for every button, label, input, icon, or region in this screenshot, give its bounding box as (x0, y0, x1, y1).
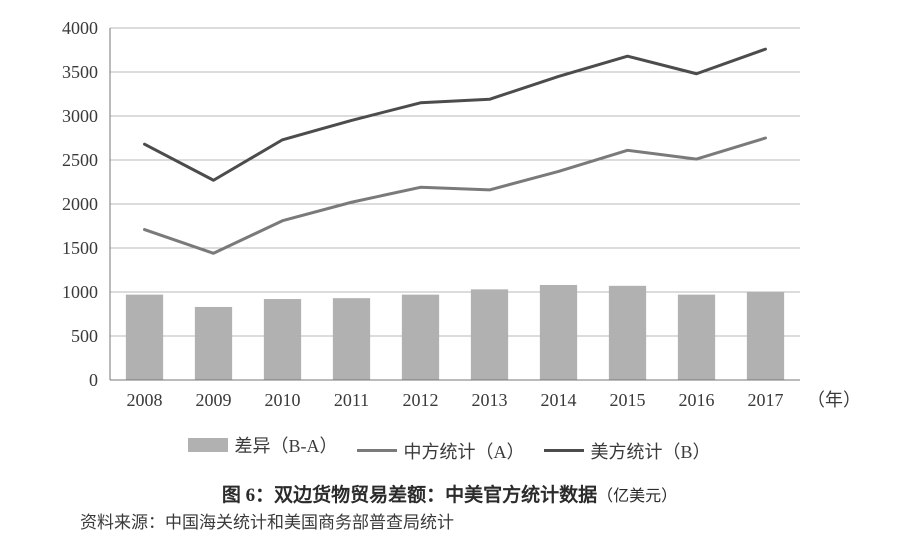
legend-swatch-line-icon (357, 449, 397, 452)
svg-text:2000: 2000 (62, 194, 98, 214)
bar (402, 295, 439, 380)
caption-unit: （亿美元） (597, 488, 677, 505)
bar (609, 286, 646, 380)
chart-container: 0 500 1000 1500 2000 2500 3000 3500 4000 2008 2009… (0, 0, 899, 544)
bar (195, 307, 232, 380)
legend-item: 中方统计（A） (357, 438, 524, 464)
svg-text:2017: 2017 (748, 390, 784, 410)
bar (471, 289, 508, 380)
bar (540, 285, 577, 380)
svg-text:2009: 2009 (196, 390, 232, 410)
series-line (145, 138, 766, 253)
svg-text:3000: 3000 (62, 106, 98, 126)
svg-text:2014: 2014 (541, 390, 577, 410)
caption-bold: 图 6：双边货物贸易差额：中美官方统计数据 (222, 485, 597, 506)
legend: 差异（B-A） 中方统计（A） 美方统计（B） (0, 432, 899, 464)
svg-text:2008: 2008 (127, 390, 163, 410)
svg-text:2012: 2012 (403, 390, 439, 410)
svg-text:2011: 2011 (334, 390, 369, 410)
bar (747, 292, 784, 380)
legend-item: 差异（B-A） (188, 432, 337, 458)
series-line (145, 49, 766, 180)
legend-label: 美方统计（B） (590, 438, 710, 464)
svg-text:0: 0 (89, 370, 98, 390)
figure-caption: 图 6：双边货物贸易差额：中美官方统计数据（亿美元） (0, 480, 899, 507)
svg-text:2010: 2010 (265, 390, 301, 410)
bar (264, 299, 301, 380)
svg-text:500: 500 (71, 326, 98, 346)
svg-text:2016: 2016 (679, 390, 715, 410)
svg-text:2500: 2500 (62, 150, 98, 170)
svg-text:4000: 4000 (62, 18, 98, 38)
svg-text:（年）: （年） (807, 390, 861, 410)
bar (678, 295, 715, 380)
legend-swatch-bar-icon (188, 438, 228, 452)
combo-chart: 0 500 1000 1500 2000 2500 3000 3500 4000 2008 2009… (0, 0, 899, 428)
legend-label: 差异（B-A） (234, 432, 337, 458)
svg-text:1000: 1000 (62, 282, 98, 302)
legend-swatch-line-icon (544, 449, 584, 452)
bar (126, 295, 163, 380)
bar (333, 298, 370, 380)
legend-item: 美方统计（B） (544, 438, 710, 464)
svg-text:3500: 3500 (62, 62, 98, 82)
legend-label: 中方统计（A） (403, 438, 524, 464)
svg-text:2015: 2015 (610, 390, 646, 410)
data-source: 资料来源：中国海关统计和美国商务部普查局统计 (80, 508, 454, 533)
svg-text:1500: 1500 (62, 238, 98, 258)
svg-text:2013: 2013 (472, 390, 508, 410)
